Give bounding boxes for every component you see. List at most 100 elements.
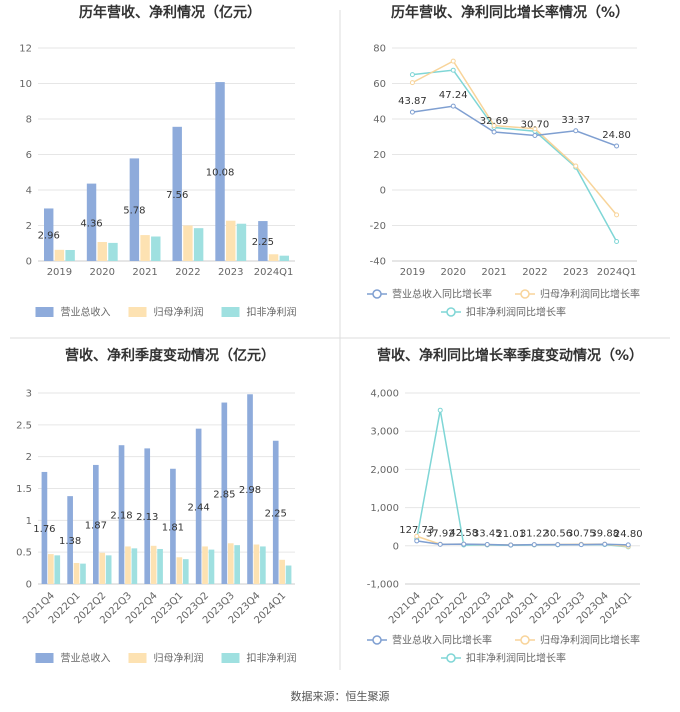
bar-营业总收入 <box>272 440 279 584</box>
line-data-label: 47.24 <box>439 90 468 101</box>
y-tick-label: 8 <box>26 115 32 126</box>
chart-title: 历年营收、净利同比增长率情况（%） <box>391 4 629 21</box>
y-tick-label: 1 <box>26 516 32 527</box>
legend-swatch <box>128 653 147 663</box>
legend-label: 营业总收入同比增长率 <box>392 288 492 301</box>
y-tick-label: 0.5 <box>16 548 32 559</box>
bar-data-label: 2.44 <box>187 502 209 513</box>
legend-label: 归母净利润同比增长率 <box>540 288 640 301</box>
annual-growth-rate-chart: 历年营收、净利同比增长率情况（%） -40 -20 0 20 40 60 80 2019 2020… <box>367 4 640 319</box>
y-tick-label: 3,000 <box>370 427 399 438</box>
bar-扣非净利润 <box>105 555 112 584</box>
bar-data-label: 2.18 <box>110 511 132 522</box>
line-归母净利润同比增长率 <box>412 60 618 216</box>
x-tick-label: 2024Q1 <box>254 267 294 278</box>
point-营业总收入同比增长率 <box>578 542 584 548</box>
legend-label: 营业总收入 <box>61 652 111 665</box>
y-tick-label: 40 <box>373 115 386 126</box>
x-tick-label: 2021 <box>132 267 157 278</box>
bar-归母净利润 <box>253 544 260 584</box>
bar-data-label: 2.98 <box>239 485 261 496</box>
legend-swatch <box>128 307 147 317</box>
legend-swatch <box>221 653 240 663</box>
legend-label: 扣非净利润 <box>247 652 297 665</box>
y-tick-label: 80 <box>373 44 386 55</box>
legend-swatch-marker <box>446 653 456 663</box>
line-data-label: 30.70 <box>521 120 550 131</box>
bar-营业总收入 <box>118 445 125 584</box>
line-data-label: 37.92 <box>426 528 455 539</box>
bar-归母净利润 <box>279 559 285 584</box>
y-tick-label: 4,000 <box>370 389 399 400</box>
line-扣非净利润同比增长率 <box>412 69 618 242</box>
y-tick-label: 3 <box>26 389 32 400</box>
x-tick-label: 2020 <box>90 267 115 278</box>
y-tick-label: 1,000 <box>370 503 399 514</box>
bar-data-label: 2.25 <box>265 508 287 519</box>
y-tick-label: 0 <box>380 186 386 197</box>
legend-label: 归母净利润 <box>154 306 204 319</box>
y-tick-label: 12 <box>19 44 32 55</box>
bar-归母净利润 <box>150 545 157 584</box>
bar-营业总收入 <box>86 183 97 261</box>
line-data-label: 33.37 <box>561 115 590 126</box>
bar-data-label: 7.56 <box>166 190 188 201</box>
bar-扣非净利润 <box>131 548 138 584</box>
line-data-label: 21.01 <box>496 529 525 540</box>
bar-归母净利润 <box>48 554 54 584</box>
bar-营业总收入 <box>92 464 99 584</box>
x-tick-label: 2019 <box>400 267 425 278</box>
y-tick-label: 10 <box>19 79 32 90</box>
bar-data-label: 5.78 <box>123 206 145 217</box>
bar-扣非净利润 <box>285 565 292 584</box>
bar-归母净利润 <box>73 562 80 584</box>
bar-data-label: 10.08 <box>206 168 235 179</box>
x-tick-label: 2020 <box>441 267 466 278</box>
bar-data-label: 1.81 <box>162 522 184 533</box>
legend-swatch-marker <box>520 289 530 299</box>
x-tick-label: 2023 <box>218 267 243 278</box>
bar-归母净利润 <box>140 235 150 261</box>
bar-归母净利润 <box>97 242 107 261</box>
bar-归母净利润 <box>226 220 236 261</box>
legend-label: 扣非净利润同比增长率 <box>466 306 566 319</box>
y-tick-label: 2.5 <box>16 420 32 431</box>
quarterly-growth-rate-chart: 营收、净利同比增长率季度变动情况（%） -1,000 0 1,000 2,000 3,00… <box>367 347 643 665</box>
bar-归母净利润 <box>183 225 193 261</box>
y-tick-label: 0 <box>26 580 32 591</box>
bar-营业总收入 <box>215 82 225 261</box>
y-tick-label: 4 <box>26 186 32 197</box>
x-tick-label: 2022 <box>175 267 200 278</box>
y-tick-label: 0 <box>26 257 32 268</box>
bar-扣非净利润 <box>65 249 75 261</box>
bar-营业总收入 <box>221 402 228 584</box>
line-data-label: 30.75 <box>567 529 596 540</box>
bar-扣非净利润 <box>54 555 61 584</box>
point-营业总收入同比增长率 <box>461 541 467 547</box>
point-营业总收入同比增长率 <box>614 143 620 149</box>
legend-label: 扣非净利润同比增长率 <box>466 652 566 665</box>
bar-营业总收入 <box>41 471 48 584</box>
bar-营业总收入 <box>172 126 182 261</box>
point-营业总收入同比增长率 <box>532 133 538 139</box>
point-营业总收入同比增长率 <box>602 541 608 547</box>
legend-label: 营业总收入 <box>61 306 111 319</box>
line-data-label: 32.69 <box>480 116 509 127</box>
point-营业总收入同比增长率 <box>625 542 631 548</box>
line-data-label: 42.58 <box>449 528 478 539</box>
bar-data-label: 1.38 <box>59 536 81 547</box>
legend-label: 归母净利润 <box>154 652 204 665</box>
line-扣非净利润同比增长率 <box>416 410 629 548</box>
point-营业总收入同比增长率 <box>484 542 490 548</box>
bar-营业总收入 <box>129 158 140 261</box>
y-tick-label: 0 <box>393 541 399 552</box>
point-归母净利润同比增长率 <box>414 533 420 539</box>
legend-swatch <box>35 653 54 663</box>
legend-swatch <box>35 307 54 317</box>
bar-扣非净利润 <box>157 548 163 584</box>
bar-data-label: 2.13 <box>136 512 158 523</box>
bar-营业总收入 <box>247 394 253 584</box>
point-扣非净利润同比增长率 <box>409 72 415 78</box>
bar-营业总收入 <box>144 448 151 584</box>
bar-data-label: 1.76 <box>33 524 55 535</box>
